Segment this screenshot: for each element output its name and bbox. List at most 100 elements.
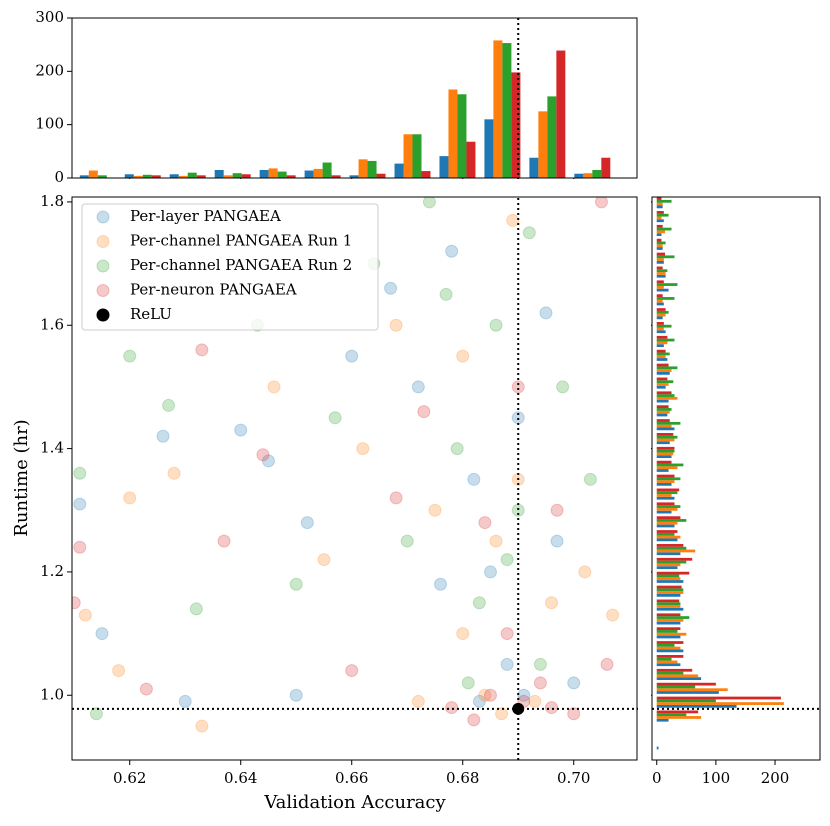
x-tick-label: 100 <box>702 769 731 787</box>
histogram-bar <box>656 477 681 481</box>
histogram-bar <box>259 170 269 178</box>
scatter-point <box>522 226 536 240</box>
histogram-bar <box>656 704 737 708</box>
histogram-bar <box>656 460 672 464</box>
histogram-bar <box>97 175 107 178</box>
histogram-bar <box>656 469 669 472</box>
scatter-point <box>567 707 581 721</box>
x-tick-label: 0 <box>652 769 662 787</box>
histogram-bar <box>656 252 666 256</box>
histogram-bar <box>656 516 681 520</box>
scatter-point <box>261 454 275 468</box>
histogram-bar <box>601 157 611 178</box>
histogram-bar <box>656 591 684 594</box>
histogram-bar <box>656 605 681 608</box>
histogram-bar <box>656 241 666 245</box>
histogram-bar <box>656 322 664 325</box>
y-tick-label: 0 <box>54 168 64 186</box>
histogram-bar <box>656 216 662 220</box>
histogram-bar <box>656 255 675 259</box>
histogram-bar <box>277 171 287 178</box>
y-tick-label: 200 <box>35 61 64 79</box>
histogram-bar <box>656 466 678 470</box>
scatter-point <box>578 565 592 579</box>
scatter-point <box>195 719 209 733</box>
scatter-point <box>445 701 459 715</box>
histogram-bar <box>656 433 674 436</box>
histogram-bar <box>656 435 678 439</box>
histogram-bar <box>656 649 684 653</box>
scatter-point <box>545 596 559 610</box>
histogram-bar <box>656 272 666 275</box>
scatter-point <box>461 676 475 690</box>
histogram-bar <box>656 413 668 417</box>
histogram-bar <box>403 134 413 178</box>
x-tick-label: 0.62 <box>113 769 146 787</box>
histogram-bar <box>656 716 702 719</box>
histogram-bar <box>286 175 296 178</box>
scatter-point <box>411 380 425 394</box>
scatter-point <box>434 577 448 591</box>
scatter-point <box>500 553 514 567</box>
histogram-bar <box>656 635 681 639</box>
scatter-point <box>178 694 192 708</box>
histogram-bar <box>656 685 696 689</box>
histogram-bar <box>656 269 668 273</box>
histogram-bar <box>656 371 670 375</box>
histogram-bar <box>656 491 678 495</box>
x-axis-label: Validation Accuracy <box>263 792 446 813</box>
histogram-bar <box>656 258 664 261</box>
histogram-bar <box>656 455 672 458</box>
histogram-bar <box>656 335 668 339</box>
scatter-point <box>467 713 481 727</box>
scatter-point <box>483 565 497 579</box>
histogram-bar <box>656 297 675 300</box>
histogram-bar <box>151 175 161 178</box>
scatter-point <box>472 596 486 610</box>
histogram-bar <box>656 233 662 237</box>
histogram-bar <box>656 369 672 372</box>
histogram-bar <box>656 557 693 561</box>
x-tick-label: 200 <box>761 769 790 787</box>
histogram-bar <box>656 530 678 533</box>
histogram-bar <box>656 519 687 522</box>
scatter-point <box>162 398 176 412</box>
histogram-bar <box>133 175 143 178</box>
x-tick-label: 0.70 <box>557 769 590 787</box>
scatter-point <box>167 466 181 480</box>
scatter-point <box>95 627 109 641</box>
histogram-bar <box>656 219 664 223</box>
scatter-point <box>428 503 442 517</box>
scatter-point <box>300 516 314 530</box>
histogram-bar <box>656 324 672 328</box>
histogram-bar <box>656 446 675 450</box>
histogram-bar <box>656 613 681 617</box>
histogram-bar <box>656 710 699 714</box>
scatter-point <box>356 442 370 456</box>
histogram-bar <box>656 452 674 456</box>
histogram-bar <box>457 94 467 178</box>
histogram-bar <box>656 641 684 644</box>
histogram-bar <box>656 574 680 578</box>
scatter-point <box>267 380 281 394</box>
legend-marker <box>96 308 110 322</box>
scatter-point <box>545 701 559 715</box>
scatter-point <box>567 676 581 690</box>
histogram-bar <box>656 366 678 370</box>
histogram-bar <box>656 352 670 356</box>
histogram-bar <box>656 202 663 206</box>
histogram-bar <box>656 646 681 650</box>
histogram-bar <box>656 544 684 547</box>
scatter-point <box>89 707 103 721</box>
histogram-bar <box>439 156 449 178</box>
histogram-bar <box>656 438 675 442</box>
histogram-bar <box>79 175 89 178</box>
scatter-point <box>73 497 87 511</box>
axes-frame <box>71 196 638 761</box>
y-axis-label: Runtime (hr) <box>11 419 32 536</box>
scatter-point <box>556 380 570 394</box>
histogram-bar <box>656 580 684 583</box>
y-tick-label: 100 <box>35 115 64 133</box>
histogram-bars <box>656 197 784 750</box>
